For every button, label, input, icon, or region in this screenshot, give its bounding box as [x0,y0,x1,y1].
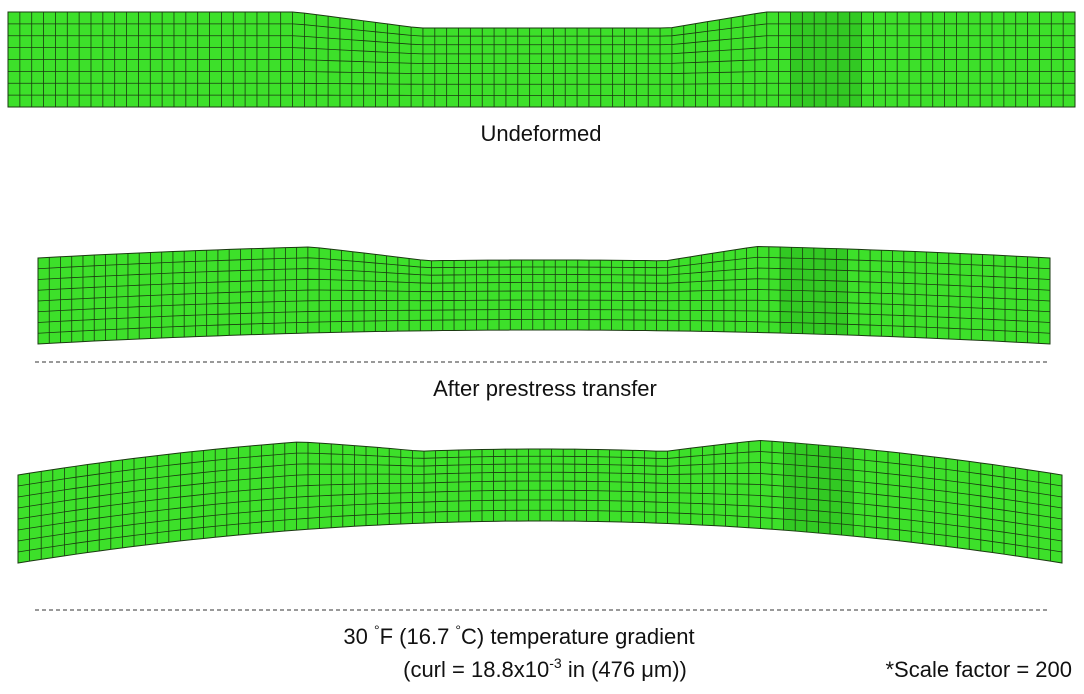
curl-part: in (476 μm)) [562,657,687,682]
curl-note: (curl = 18.8x10-3 in (476 μm)) [403,655,687,682]
caption: 30 °F (16.7 °C) temperature gradient [343,622,694,649]
caption: Undeformed [480,121,601,146]
figure: Undeformed After prestress transfer 30 °… [0,0,1084,694]
scale-note: *Scale factor = 200 [885,657,1072,682]
meshes [8,12,1075,563]
caption-part: C) temperature gradient [461,624,695,649]
curl-part: -3 [549,655,562,671]
caption: After prestress transfer [433,376,657,401]
caption-part: 30 [343,624,374,649]
caption-part: F (16.7 [380,624,456,649]
curl-part: (curl = 18.8x10 [403,657,549,682]
